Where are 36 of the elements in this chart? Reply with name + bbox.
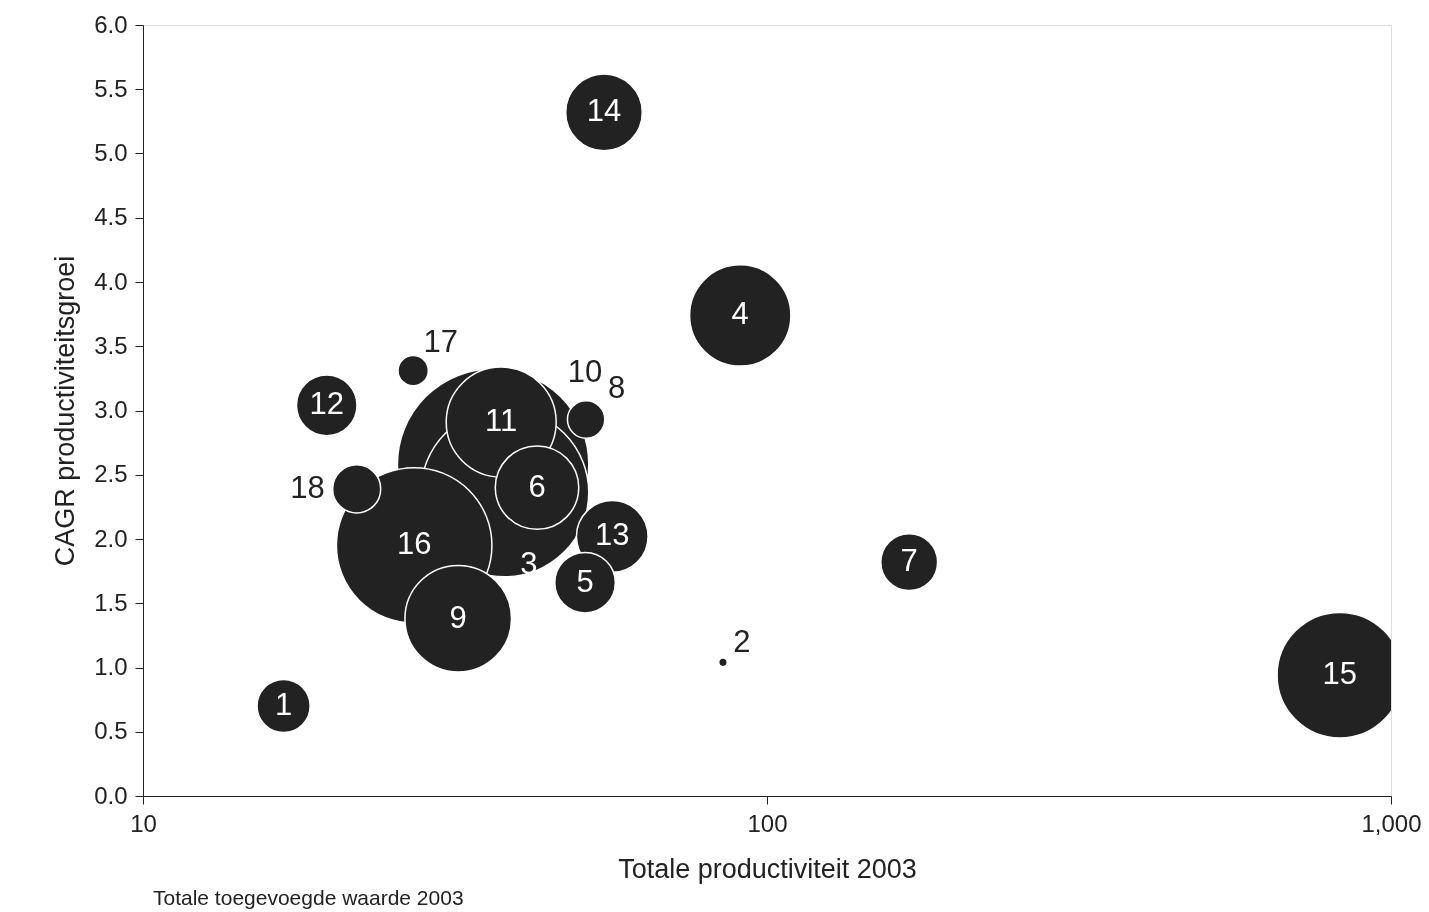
- x-axis-title: Totale productiviteit 2003: [618, 853, 917, 884]
- y-tick-label: 0.5: [94, 717, 128, 745]
- series-label: 16: [396, 526, 432, 562]
- y-tick-label: 3.5: [94, 331, 128, 359]
- y-tick-label: 6.0: [94, 10, 128, 38]
- series-label: 8: [607, 370, 626, 406]
- series-label: 15: [1322, 656, 1358, 692]
- series-label: 6: [528, 468, 546, 504]
- series-label: 9: [449, 599, 467, 635]
- series-label: 7: [900, 543, 918, 579]
- series-label: 13: [595, 517, 630, 553]
- y-tick-label: 4.5: [94, 203, 128, 231]
- series-label: 10: [567, 353, 603, 389]
- series-label: 11: [485, 403, 518, 439]
- series-label: 12: [309, 386, 344, 422]
- y-tick-label: 3.0: [94, 396, 128, 423]
- series-label: 17: [423, 324, 459, 360]
- x-tick-label: 100: [747, 809, 788, 837]
- series-label: 1: [274, 687, 293, 723]
- series-label: 14: [586, 93, 622, 129]
- y-tick-label: 2.0: [94, 524, 128, 552]
- y-tick-label: 2.5: [94, 460, 128, 488]
- y-tick-label: 5.5: [94, 74, 128, 102]
- y-tick-label: 4.0: [94, 267, 128, 295]
- series-label: 18: [290, 469, 325, 505]
- y-axis-title: CAGR productiviteitsgroei: [50, 255, 81, 567]
- x-tick-label: 10: [130, 809, 157, 837]
- y-tick-label: 1.5: [94, 588, 128, 616]
- y-tick-label: 5.0: [94, 139, 128, 166]
- y-tick-label: 0.0: [94, 781, 128, 809]
- series-label: 5: [576, 563, 594, 599]
- x-tick-label: 1,000: [1361, 809, 1422, 837]
- y-tick-label: 1.0: [94, 653, 128, 680]
- series-label: 4: [731, 296, 749, 332]
- text: Totale toegevoegde waarde 2003: [153, 886, 464, 909]
- series-label: 2: [733, 624, 751, 660]
